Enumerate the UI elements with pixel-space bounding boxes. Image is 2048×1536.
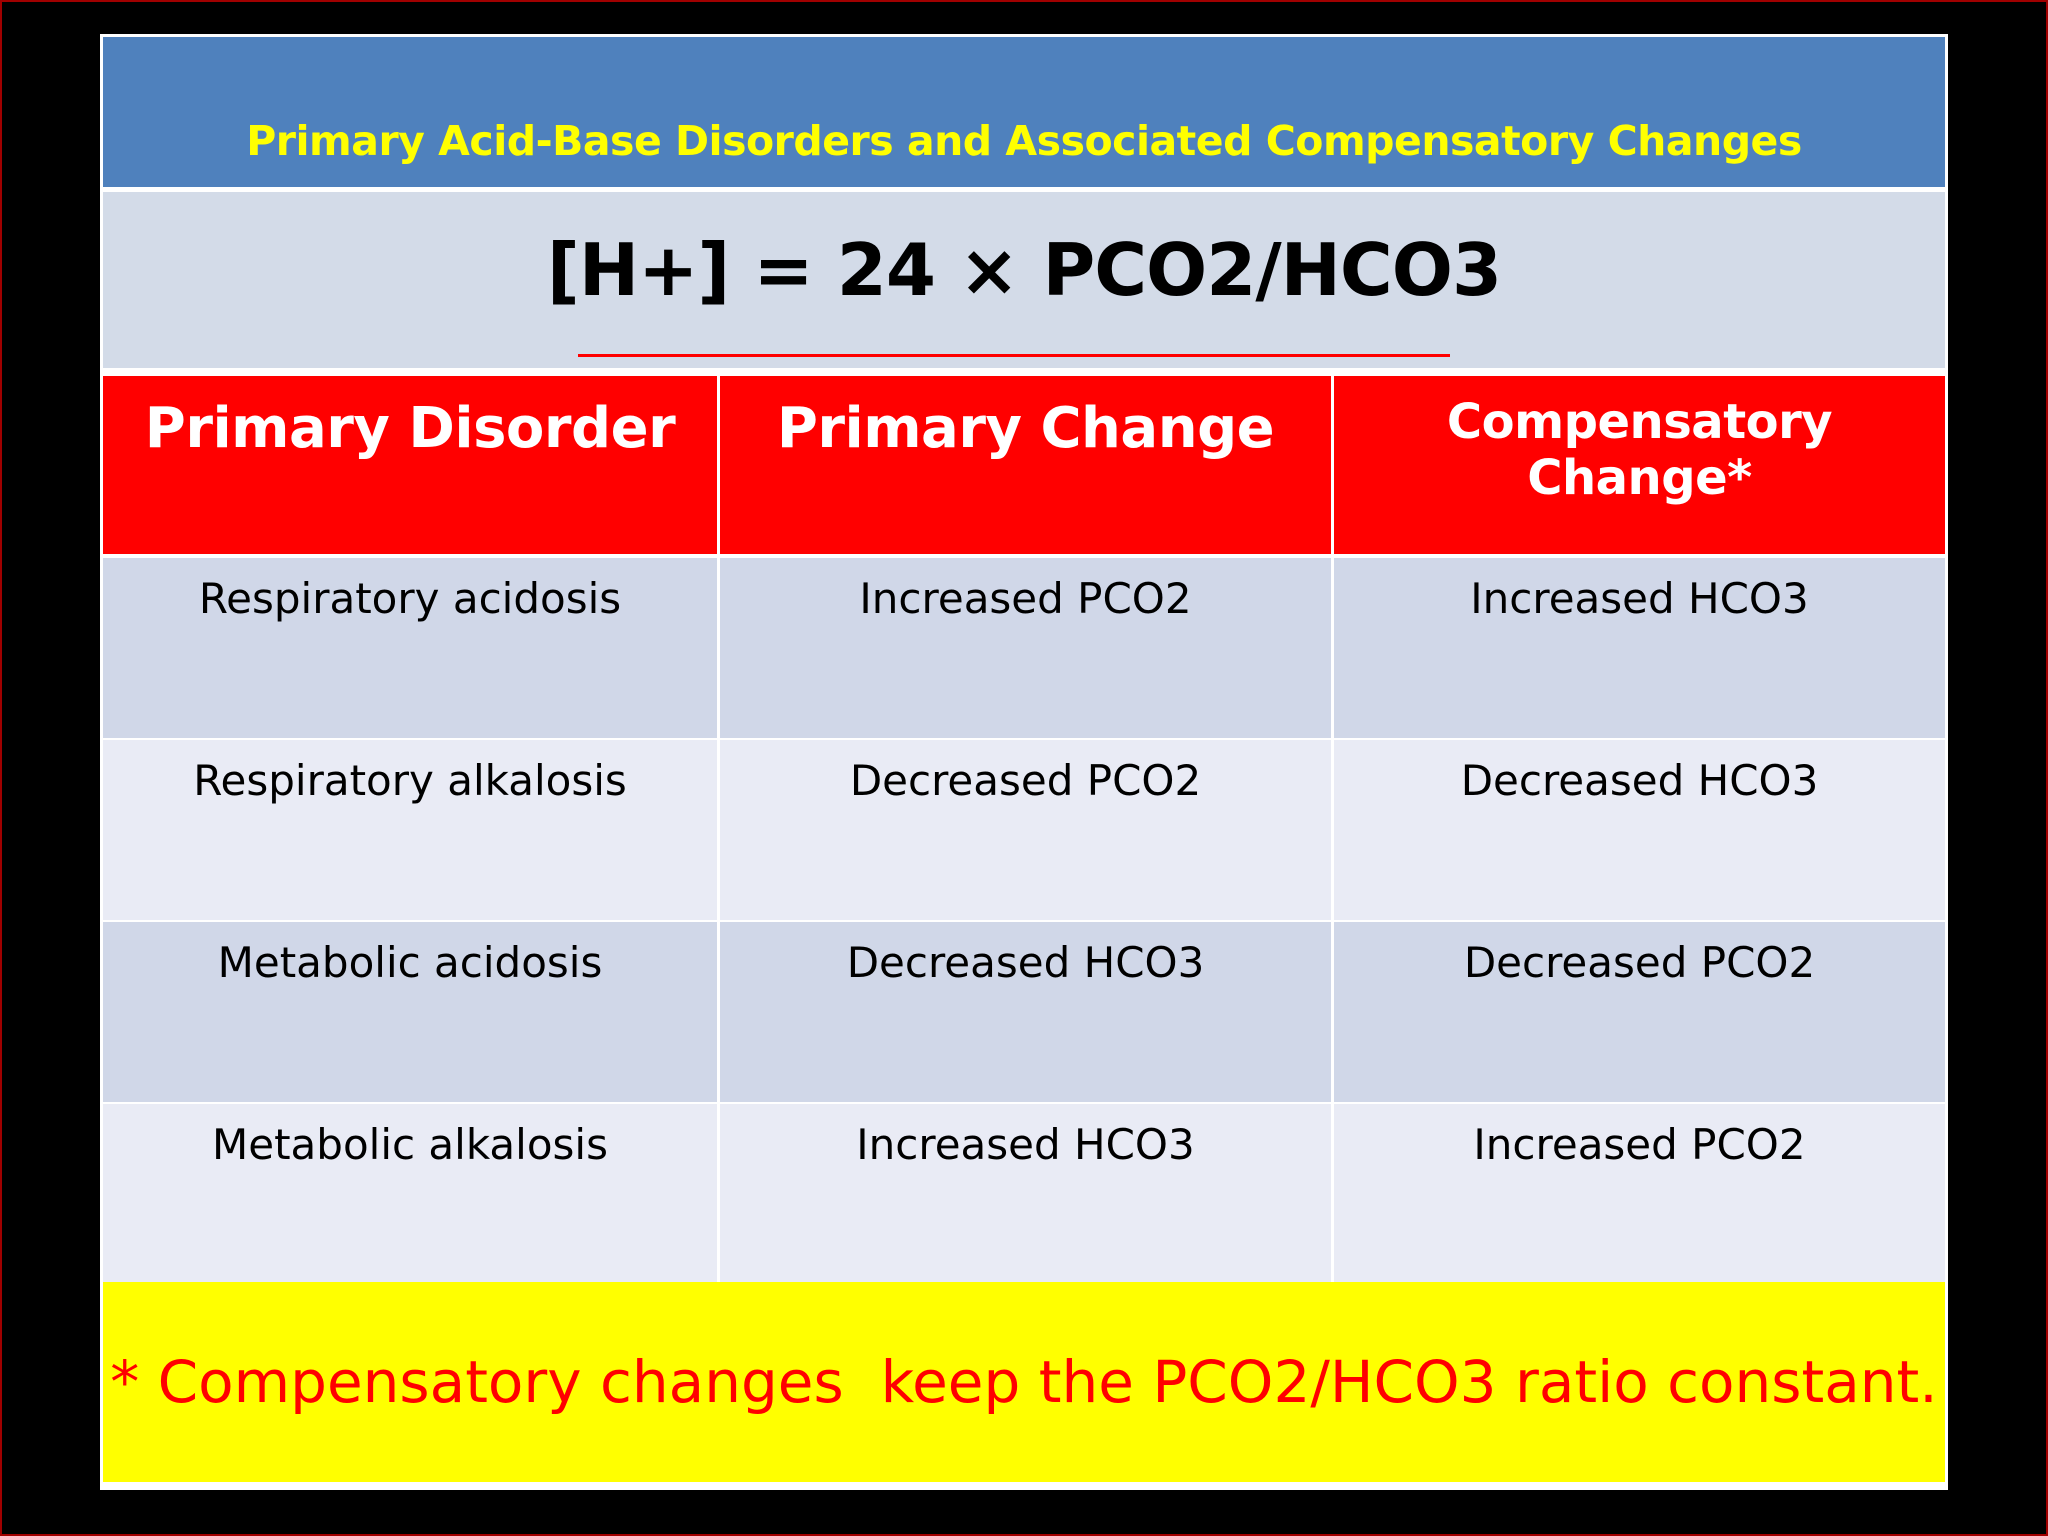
cell-disorder: Respiratory alkalosis <box>193 756 627 805</box>
cell-primary-change: Decreased HCO3 <box>717 922 1331 1102</box>
table-row: Respiratory acidosis Increased PCO2 Incr… <box>103 558 1945 740</box>
cell-disorder: Metabolic alkalosis <box>212 1120 608 1169</box>
cell-primary-change: Increased PCO2 <box>717 558 1331 738</box>
formula-underline <box>578 354 1450 357</box>
table-row: Metabolic alkalosis Increased HCO3 Incre… <box>103 1104 1945 1286</box>
disorders-table: Primary Disorder Primary Change Compensa… <box>103 376 1945 1286</box>
slide-title: Primary Acid-Base Disorders and Associat… <box>246 117 1802 165</box>
cell-compensatory-change: Increased PCO2 <box>1331 1104 1945 1284</box>
header-primary-disorder: Primary Disorder <box>144 396 676 461</box>
header-compensatory-change: Compensatory Change* <box>1331 376 1945 554</box>
cell-primary-change: Decreased PCO2 <box>717 740 1331 920</box>
formula: [H+] = 24 × PCO2/HCO3 <box>546 228 1502 312</box>
table-row: Metabolic acidosis Decreased HCO3 Decrea… <box>103 922 1945 1104</box>
table-header-row: Primary Disorder Primary Change Compensa… <box>103 376 1945 558</box>
cell-disorder: Metabolic acidosis <box>217 938 603 987</box>
cell-compensatory-change: Decreased PCO2 <box>1331 922 1945 1102</box>
footnote: * Compensatory changes keep the PCO2/HCO… <box>110 1348 1938 1416</box>
cell-compensatory-change: Increased HCO3 <box>1331 558 1945 738</box>
formula-bar: [H+] = 24 × PCO2/HCO3 <box>103 192 1945 368</box>
cell-disorder: Respiratory acidosis <box>198 574 622 623</box>
table-row: Respiratory alkalosis Decreased PCO2 Dec… <box>103 740 1945 922</box>
cell-compensatory-change: Decreased HCO3 <box>1331 740 1945 920</box>
title-bar: Primary Acid-Base Disorders and Associat… <box>103 37 1945 187</box>
header-primary-change: Primary Change <box>717 376 1331 554</box>
slide: Primary Acid-Base Disorders and Associat… <box>100 34 1948 1490</box>
footnote-box: * Compensatory changes keep the PCO2/HCO… <box>103 1282 1945 1482</box>
cell-primary-change: Increased HCO3 <box>717 1104 1331 1284</box>
